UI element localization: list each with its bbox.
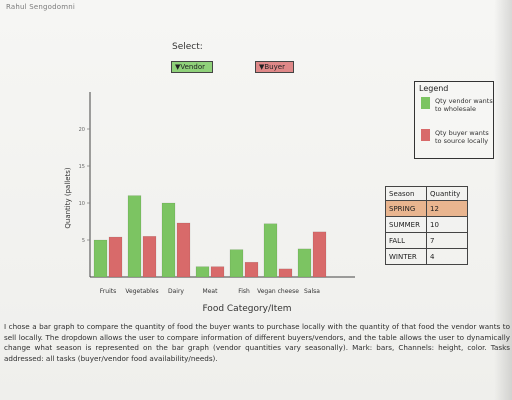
bar-buyer-fish	[245, 262, 258, 277]
x-axis-title: Food Category/Item	[202, 304, 291, 314]
legend-swatch-buyer	[421, 129, 430, 141]
bar-vendor-fruits	[94, 240, 107, 277]
description-caption: I chose a bar graph to compare the quant…	[4, 322, 510, 364]
y-tick-label: 20	[79, 127, 85, 133]
bar-buyer-salsa	[313, 232, 326, 277]
bar-buyer-meat	[211, 267, 224, 277]
season-table: Season Quantity SPRING 12 SUMMER 10 FALL…	[385, 186, 468, 265]
season-cell[interactable]: WINTER	[386, 249, 427, 265]
quantity-cell: 7	[427, 233, 468, 249]
quantity-cell: 4	[427, 249, 468, 265]
legend-label-buyer: Qty buyer wants to source locally	[435, 129, 495, 145]
bar-vendor-vegan-cheese	[264, 224, 277, 277]
x-tick-label: Fruits	[100, 288, 116, 295]
legend-box: Legend Qty vendor wants to wholesale Qty…	[414, 81, 494, 159]
bar-vendor-vegetables	[128, 196, 141, 277]
legend-title: Legend	[419, 84, 448, 93]
season-row-winter[interactable]: WINTER 4	[386, 249, 468, 265]
chart-bars	[94, 196, 326, 277]
season-row-fall[interactable]: FALL 7	[386, 233, 468, 249]
season-cell[interactable]: SUMMER	[386, 217, 427, 233]
season-row-summer[interactable]: SUMMER 10	[386, 217, 468, 233]
legend-label-vendor: Qty vendor wants to wholesale	[435, 97, 495, 113]
bar-buyer-fruits	[109, 237, 122, 277]
chart-y-ticks: 5 10 15 20	[79, 127, 90, 244]
legend-swatch-vendor	[421, 97, 430, 109]
bar-vendor-meat	[196, 267, 209, 277]
season-row-spring[interactable]: SPRING 12	[386, 201, 468, 217]
quantity-header: Quantity	[427, 187, 468, 201]
x-tick-label: Salsa	[304, 288, 320, 295]
y-tick-label: 15	[79, 164, 85, 170]
x-tick-label: Meat	[203, 288, 219, 295]
quantity-cell: 12	[427, 201, 468, 217]
y-tick-label: 10	[79, 201, 85, 207]
bar-vendor-salsa	[298, 249, 311, 277]
season-cell[interactable]: SPRING	[386, 201, 427, 217]
bar-vendor-dairy	[162, 203, 175, 277]
y-axis-title: Quantity (pallets)	[64, 167, 72, 229]
season-cell[interactable]: FALL	[386, 233, 427, 249]
x-tick-label: Vegan cheese	[257, 288, 299, 295]
bar-buyer-vegan-cheese	[279, 269, 292, 277]
chart-category-labels: Fruits Vegetables Dairy Meat Fish Vegan chees…	[100, 288, 321, 295]
x-tick-label: Dairy	[168, 288, 184, 295]
x-tick-label: Fish	[238, 288, 250, 295]
x-tick-label: Vegetables	[125, 288, 158, 295]
bar-buyer-vegetables	[143, 236, 156, 277]
season-header: Season	[386, 187, 427, 201]
season-table-header: Season Quantity	[386, 187, 468, 201]
bar-buyer-dairy	[177, 223, 190, 277]
y-tick-label: 5	[82, 238, 85, 244]
bar-vendor-fish	[230, 250, 243, 277]
quantity-cell: 10	[427, 217, 468, 233]
